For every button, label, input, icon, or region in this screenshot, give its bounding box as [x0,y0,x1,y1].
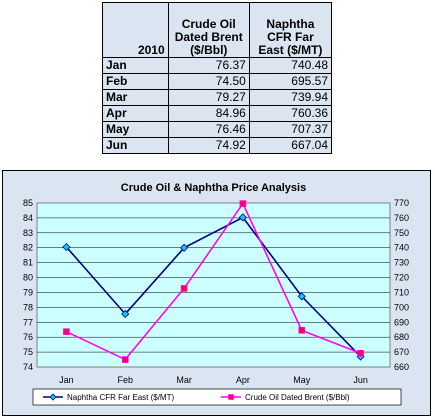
naphtha-cell: 760.36 [248,105,333,122]
month-cell: Jun [102,137,169,154]
crude-cell: 84.96 [167,105,250,122]
y-left-tick-label: 75 [23,347,33,357]
y-left-tick-label: 82 [23,243,33,253]
data-point [298,327,306,334]
series-line [65,216,362,358]
table-row: Apr 84.96 760.36 [102,105,333,122]
x-tick-label: May [293,375,311,385]
y-left-tick-label: 74 [23,362,33,372]
month-cell: Feb [102,73,169,90]
legend-box [32,388,402,406]
naphtha-cell: 740.48 [248,57,333,74]
crude-cell: 79.27 [167,89,250,106]
month-cell: May [102,121,169,138]
y-right-tick-label: 680 [394,332,409,342]
x-tick-label: Mar [176,375,192,385]
crude-header-line: Crude Oil [181,17,236,31]
plot-area [36,202,391,368]
chart-title: Crude Oil & Naphtha Price Analysis [121,182,306,194]
crude-cell: 74.92 [167,137,250,154]
y-right-tick-label: 750 [394,228,409,238]
crude-cell: 76.37 [167,57,250,74]
y-left-tick-label: 78 [23,302,33,312]
x-tick-label: Apr [236,375,250,385]
crude-cell: 74.50 [167,73,250,90]
y-right-tick-label: 700 [394,302,409,312]
legend-label: Crude Oil Dated Brent ($/Bbl) [245,393,350,402]
crude-header-line: Dated Brent [174,30,243,44]
x-tick-label: Jun [353,375,368,385]
x-tick-label: Feb [117,375,133,385]
month-cell: Mar [102,89,169,106]
naphtha-cell: 739.94 [248,89,333,106]
data-point [238,213,247,222]
naphtha-cell: 707.37 [248,121,333,138]
y-left-tick-label: 76 [23,332,33,342]
data-point [121,356,129,363]
data-point [180,243,189,252]
data-point [357,349,364,357]
y-left-tick-label: 85 [23,198,33,208]
naphtha-cell: 695.57 [248,73,333,90]
year-header: 2010 [102,2,169,58]
y-left-tick-label: 81 [23,258,33,268]
naphtha-header-line: Naphtha [266,17,315,31]
naphtha-cell: 667.04 [248,137,333,154]
data-point [121,309,130,319]
table-row: Mar 79.27 739.94 [102,89,333,106]
crude-header-line: ($/Bbl) [190,43,228,57]
y-left-tick-label: 84 [23,213,33,223]
data-point [63,328,70,335]
data-point [297,292,306,301]
legend-swatch-marker [49,393,57,401]
y-left-tick-label: 80 [23,273,33,283]
crude-oil-header: Crude Oil Dated Brent ($/Bbl) [167,2,250,58]
y-right-tick-label: 760 [394,213,409,223]
chart-area: Crude Oil & Naphtha Price Analysis 74 75 76… [2,170,431,416]
y-right-tick-label: 730 [394,258,409,268]
table-header-row: 2010 Crude Oil Dated Brent ($/Bbl) Napht… [102,2,333,58]
y-right-tick-label: 670 [394,347,409,357]
data-point [62,242,71,252]
price-table: 2010 Crude Oil Dated Brent ($/Bbl) Napht… [102,2,333,154]
y-right-tick-label: 710 [394,287,409,297]
x-tick-label: Jan [59,375,74,385]
naphtha-header-line: CFR Far [267,30,314,44]
naphtha-header: Naphtha CFR Far East ($/MT) [248,2,333,58]
table-row: Feb 74.50 695.57 [102,73,333,90]
y-left-tick-label: 77 [23,317,33,327]
y-right-tick-label: 660 [394,362,409,372]
legend-swatch-marker [228,394,234,400]
data-point [239,200,247,207]
price-line-chart: Crude Oil & Naphtha Price Analysis 74 75 76… [23,182,409,406]
naphtha-header-line: East ($/MT) [258,43,323,57]
month-cell: Apr [102,105,169,122]
y-left-tick-label: 79 [23,287,33,297]
data-point [180,285,188,292]
y-left-tick-label: 83 [23,228,33,238]
table-row: Jan 76.37 740.48 [102,57,333,74]
y-right-tick-label: 770 [394,198,409,208]
series-line [66,201,361,361]
month-cell: Jan [102,57,169,74]
y-right-tick-label: 720 [394,273,409,283]
legend-label: Naphtha CFR Far East ($/MT) [67,393,174,402]
y-right-tick-label: 740 [394,243,409,253]
crude-cell: 76.46 [167,121,250,138]
table-row: Jun 74.92 667.04 [102,137,333,154]
y-right-tick-label: 690 [394,317,409,327]
table-row: May 76.46 707.37 [102,121,333,138]
